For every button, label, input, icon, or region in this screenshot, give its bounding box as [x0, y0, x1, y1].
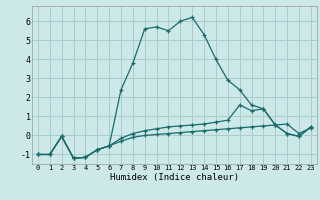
X-axis label: Humidex (Indice chaleur): Humidex (Indice chaleur) [110, 173, 239, 182]
